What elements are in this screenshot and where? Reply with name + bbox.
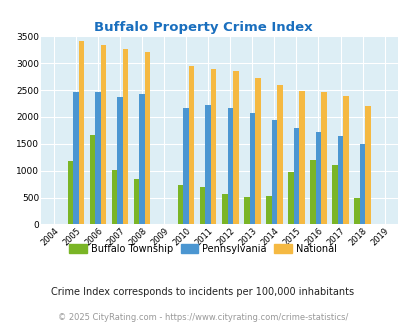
Bar — [265, 196, 271, 224]
Bar — [227, 108, 232, 224]
Bar — [79, 41, 84, 224]
Bar — [343, 96, 348, 224]
Bar — [293, 128, 298, 224]
Text: © 2025 CityRating.com - https://www.cityrating.com/crime-statistics/: © 2025 CityRating.com - https://www.city… — [58, 313, 347, 322]
Bar — [320, 92, 326, 224]
Bar — [188, 66, 194, 224]
Bar — [211, 69, 216, 224]
Bar — [73, 92, 79, 224]
Bar — [145, 52, 150, 224]
Bar — [271, 120, 277, 224]
Bar — [254, 78, 260, 224]
Bar — [249, 113, 254, 224]
Bar — [68, 161, 73, 224]
Text: Buffalo Property Crime Index: Buffalo Property Crime Index — [94, 21, 311, 34]
Bar — [277, 85, 282, 224]
Bar — [354, 198, 359, 224]
Bar — [199, 187, 205, 224]
Bar — [134, 179, 139, 224]
Bar — [222, 194, 227, 224]
Bar — [111, 170, 117, 224]
Bar — [309, 160, 315, 224]
Bar — [122, 49, 128, 224]
Bar — [331, 165, 337, 224]
Bar — [117, 97, 122, 224]
Bar — [100, 46, 106, 224]
Bar — [205, 105, 211, 224]
Bar — [95, 92, 100, 224]
Bar — [177, 185, 183, 224]
Bar — [183, 108, 188, 224]
Bar — [139, 94, 145, 224]
Bar — [337, 136, 343, 224]
Bar — [243, 197, 249, 224]
Legend: Buffalo Township, Pennsylvania, National: Buffalo Township, Pennsylvania, National — [65, 240, 340, 257]
Bar — [298, 90, 304, 224]
Text: Crime Index corresponds to incidents per 100,000 inhabitants: Crime Index corresponds to incidents per… — [51, 287, 354, 297]
Bar — [288, 172, 293, 224]
Bar — [232, 71, 238, 224]
Bar — [315, 132, 320, 224]
Bar — [359, 144, 364, 224]
Bar — [90, 135, 95, 224]
Bar — [364, 106, 370, 224]
